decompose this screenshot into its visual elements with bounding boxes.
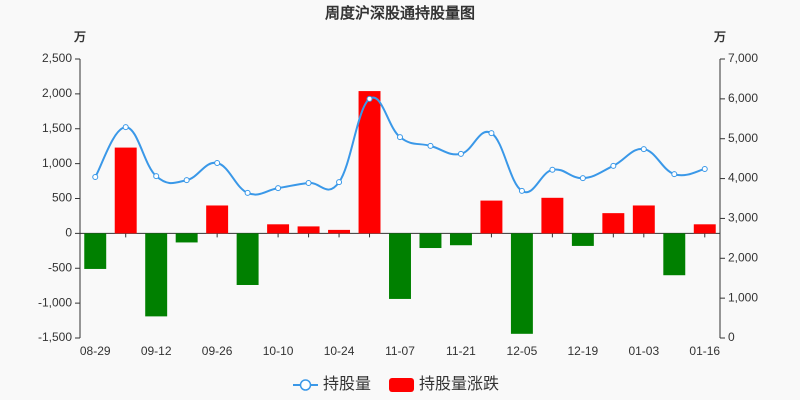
x-tick-label: 11-21: [446, 344, 476, 358]
x-tick-label: 12-19: [568, 344, 599, 358]
line-marker: [640, 146, 647, 153]
y2-unit: 万: [713, 30, 726, 44]
line-marker: [336, 179, 343, 186]
line-marker: [153, 173, 160, 180]
bar: [267, 224, 290, 234]
y-tick-label: 2,500: [42, 51, 72, 65]
line-marker: [457, 150, 464, 157]
line-marker: [549, 166, 556, 173]
x-tick-label: 10-10: [263, 344, 294, 358]
bar: [571, 233, 594, 246]
y2-tick-label: 1,000: [728, 290, 758, 304]
bar: [419, 233, 442, 249]
bar: [206, 205, 229, 234]
bar: [175, 233, 198, 243]
bar: [389, 233, 411, 299]
y-tick-label: 1,000: [42, 156, 72, 170]
y2-tick-label: 6,000: [728, 91, 758, 105]
x-tick-label: 09-12: [141, 344, 172, 358]
bar: [693, 224, 716, 234]
line-marker: [275, 185, 282, 192]
bar: [632, 205, 655, 234]
line: [94, 96, 706, 196]
line-marker: [427, 142, 434, 149]
y-tick-label: 2,000: [42, 86, 72, 100]
line-marker: [518, 187, 525, 194]
y2-tick-label: 0: [728, 330, 735, 344]
y2-tick-label: 4,000: [728, 171, 758, 185]
y-tick-label: -1,500: [38, 330, 72, 344]
line-marker: [122, 124, 129, 131]
line-marker: [488, 130, 495, 137]
legend-icon: [299, 379, 312, 391]
legend-label: 持股量涨跌: [419, 375, 499, 393]
line-marker: [183, 177, 190, 184]
line-marker: [579, 175, 586, 182]
bar: [114, 147, 137, 234]
bar: [449, 233, 472, 246]
x-tick-label: 01-03: [628, 344, 659, 358]
bar: [480, 200, 503, 234]
line-marker: [397, 134, 403, 141]
bar: [358, 91, 381, 234]
x-tick-label: 09-26: [202, 344, 233, 358]
bar: [297, 226, 320, 234]
bar: [541, 197, 564, 234]
bar: [236, 233, 259, 285]
x-tick-label: 12-05: [507, 344, 538, 358]
line-marker: [701, 166, 708, 173]
bar: [602, 213, 625, 234]
y-tick-label: 500: [52, 191, 72, 205]
bar: [510, 233, 533, 334]
line-marker: [366, 95, 373, 102]
y2-tick-label: 7,000: [728, 51, 758, 65]
chart-title: 周度沪深股通持股量图: [325, 4, 475, 22]
x-tick-label: 10-24: [324, 344, 355, 358]
y-tick-label: 1,500: [42, 121, 72, 135]
x-tick-label: 11-07: [385, 344, 415, 358]
legend-icon: [389, 378, 415, 392]
y-tick-label: -1,000: [38, 295, 72, 309]
line-marker: [671, 171, 678, 178]
bar: [663, 233, 686, 276]
line-marker: [214, 160, 221, 167]
bar: [328, 229, 351, 234]
x-tick-label: 08-29: [80, 344, 111, 358]
bar: [84, 233, 107, 269]
legend-label: 持股量: [323, 375, 371, 393]
x-tick-label: 01-16: [689, 344, 720, 358]
y-tick-label: -500: [48, 260, 72, 274]
bar: [145, 233, 168, 317]
y2-tick-label: 3,000: [728, 211, 758, 225]
line-marker: [305, 179, 312, 186]
line-marker: [244, 189, 251, 196]
line-marker: [610, 162, 617, 169]
y2-tick-label: 2,000: [728, 250, 758, 264]
y-tick-label: 0: [65, 226, 72, 240]
line-marker: [92, 173, 99, 180]
y2-tick-label: 5,000: [728, 131, 758, 145]
y-unit: 万: [73, 30, 86, 44]
